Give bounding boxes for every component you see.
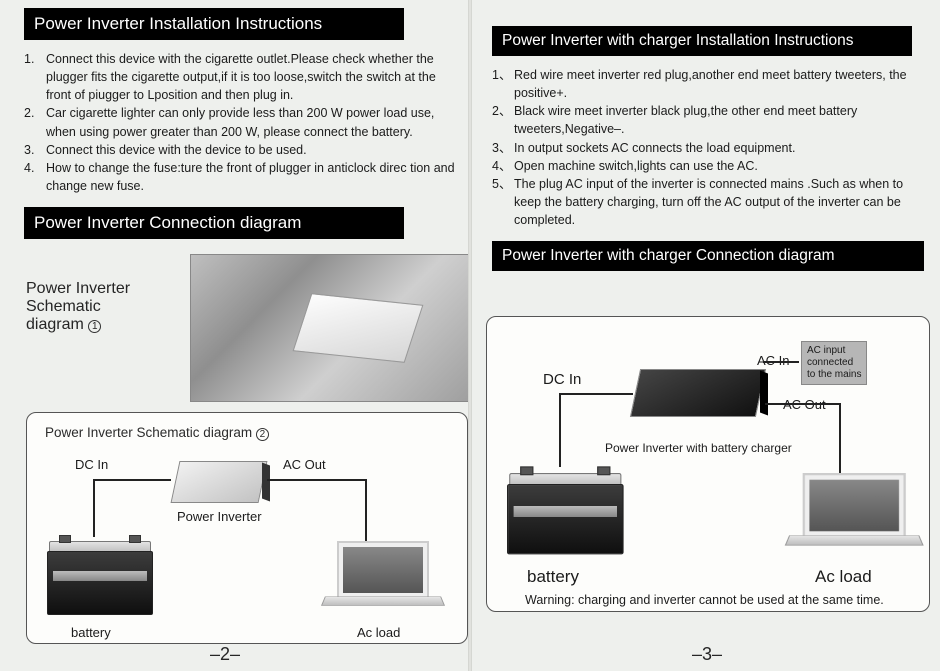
instruction-number: 1.	[24, 50, 46, 104]
label-dc-in-r: DC In	[543, 371, 581, 388]
instruction-row: 5、The plug AC input of the inverter is c…	[492, 175, 918, 229]
instruction-number: 4.	[24, 159, 46, 195]
instruction-number: 3.	[24, 141, 46, 159]
wire-dc-v	[93, 479, 95, 537]
instruction-number: 1、	[492, 66, 514, 102]
label-battery-r: battery	[527, 567, 579, 587]
inverter-icon	[171, 461, 268, 503]
page-3: Power Inverter with charger Installation…	[470, 0, 940, 671]
inverter-charger-icon	[630, 369, 766, 417]
wire-ac-v	[365, 479, 367, 545]
page-2: Power Inverter Installation Instructions…	[0, 0, 470, 671]
wire-acout-v	[839, 403, 841, 475]
warning-text: Warning: charging and inverter cannot be…	[525, 593, 884, 607]
schematic2-title-text: Power Inverter Schematic diagram	[45, 425, 252, 440]
instruction-row: 2、Black wire meet inverter black plug,th…	[492, 102, 918, 138]
instruction-text: Car cigarette lighter can only provide l…	[46, 104, 456, 140]
schematic1-line2: Schematic	[26, 298, 101, 315]
wire-ac	[267, 479, 367, 481]
instruction-number: 4、	[492, 157, 514, 175]
page-number-3: –3–	[692, 644, 722, 665]
wire-dc	[93, 479, 171, 481]
instructions-right: 1、Red wire meet inverter red plug,anothe…	[492, 66, 918, 229]
battery-icon	[47, 541, 153, 615]
instructions-left: 1.Connect this device with the cigarette…	[24, 50, 456, 195]
title-charger-installation: Power Inverter with charger Installation…	[492, 26, 912, 56]
label-battery: battery	[71, 625, 111, 640]
instruction-number: 2、	[492, 102, 514, 138]
label-ac-load: Ac load	[357, 625, 400, 640]
instruction-row: 3、In output sockets AC connects the load…	[492, 139, 918, 157]
instruction-text: Black wire meet inverter black plug,the …	[514, 102, 918, 138]
instruction-row: 2.Car cigarette lighter can only provide…	[24, 104, 456, 140]
instruction-row: 1.Connect this device with the cigarette…	[24, 50, 456, 104]
charger-connection-diagram: DC In AC In AC input connected to the ma…	[486, 316, 930, 612]
label-inverter-charger: Power Inverter with battery charger	[605, 441, 792, 455]
label-power-inverter: Power Inverter	[177, 509, 262, 524]
instruction-row: 4.How to change the fuse:ture the front …	[24, 159, 456, 195]
instruction-text: Connect this device with the cigarette o…	[46, 50, 456, 104]
label-ac-load-r: Ac load	[815, 567, 872, 587]
instruction-number: 2.	[24, 104, 46, 140]
schematic1-line1: Power Inverter	[26, 280, 130, 297]
label-ac-out: AC Out	[283, 457, 326, 472]
title-connection-diagram: Power Inverter Connection diagram	[24, 207, 404, 239]
circled-2-icon: 2	[256, 428, 269, 441]
schematic1-line3: diagram	[26, 316, 84, 333]
instruction-number: 3、	[492, 139, 514, 157]
wire-dc-r	[559, 393, 633, 395]
schematic1-label: Power Inverter Schematic diagram 1	[26, 280, 130, 334]
battery-icon-r	[507, 473, 624, 554]
page-number-2: –2–	[210, 644, 240, 665]
instruction-row: 4、Open machine switch,lights can use the…	[492, 157, 918, 175]
circled-1-icon: 1	[88, 320, 101, 333]
title-charger-connection: Power Inverter with charger Connection d…	[492, 241, 924, 271]
instruction-text: How to change the fuse:ture the front of…	[46, 159, 456, 195]
schematic2-title: Power Inverter Schematic diagram 2	[45, 425, 269, 441]
instruction-text: The plug AC input of the inverter is con…	[514, 175, 918, 229]
instruction-text: Connect this device with the device to b…	[46, 141, 456, 159]
label-dc-in: DC In	[75, 457, 108, 472]
wire-dc-rv	[559, 393, 561, 467]
ac-input-callout: AC input connected to the mains	[801, 341, 867, 385]
instruction-text: Open machine switch,lights can use the A…	[514, 157, 918, 175]
schematic-photo-1	[190, 254, 470, 402]
schematic-diagram-2: Power Inverter Schematic diagram 2 DC In…	[26, 412, 468, 644]
title-installation: Power Inverter Installation Instructions	[24, 8, 404, 40]
instruction-text: In output sockets AC connects the load e…	[514, 139, 918, 157]
wire-acin	[763, 361, 799, 363]
wire-acout	[765, 403, 841, 405]
instruction-text: Red wire meet inverter red plug,another …	[514, 66, 918, 102]
instruction-row: 1、Red wire meet inverter red plug,anothe…	[492, 66, 918, 102]
instruction-number: 5、	[492, 175, 514, 229]
instruction-row: 3.Connect this device with the device to…	[24, 141, 456, 159]
